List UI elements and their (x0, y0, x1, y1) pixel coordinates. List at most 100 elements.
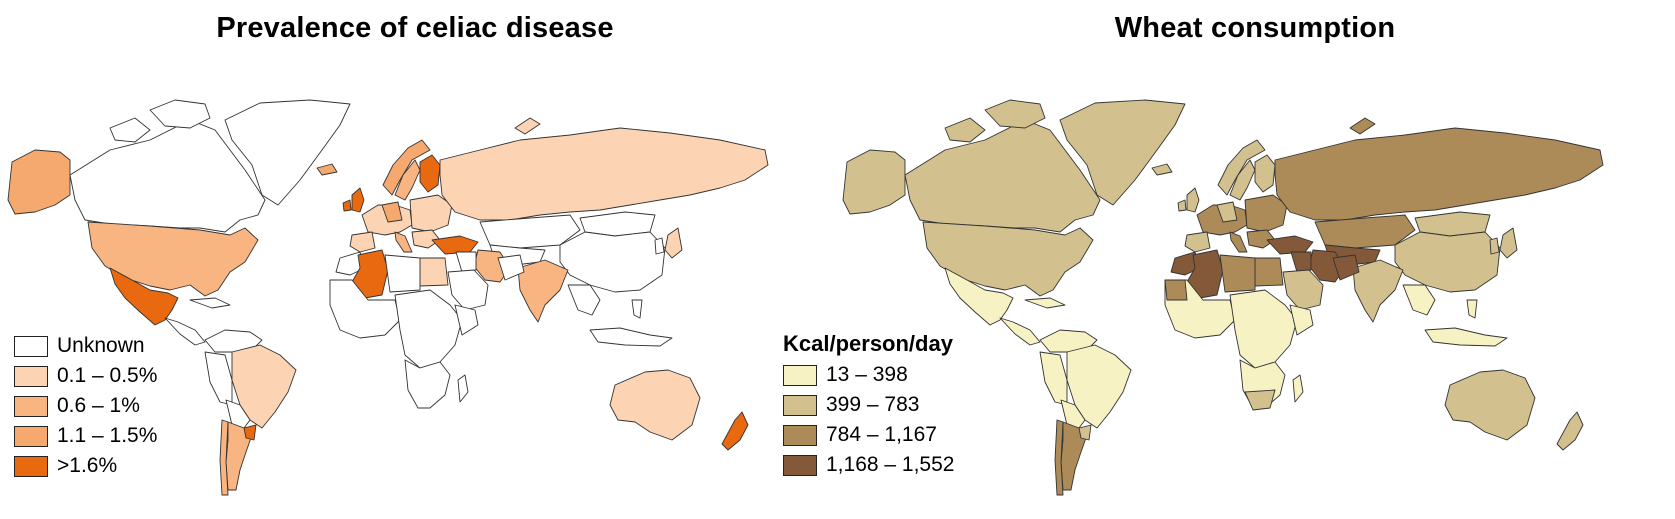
celiac-legend-item-over-1-6: >1.6% (14, 451, 157, 481)
legend-swatch (783, 454, 817, 476)
region-brazil (1066, 344, 1132, 429)
region-horn-of-africa (1289, 304, 1314, 336)
region-italy (394, 231, 413, 253)
region-usa (922, 221, 1094, 297)
region-iceland (1151, 163, 1173, 176)
region-spain (1184, 231, 1211, 253)
legend-label: 0.6 – 1% (57, 394, 140, 417)
wheat-legend-item-784-1167: 784 – 1,167 (783, 420, 954, 450)
region-peru-ecuador (1039, 351, 1068, 406)
region-uk (351, 187, 365, 213)
region-turkey (1266, 235, 1314, 255)
legend-label: 0.1 – 0.5% (57, 364, 158, 387)
region-arctic-islands-2 (944, 117, 986, 143)
region-pakistan-afghanistan (497, 254, 525, 281)
legend-label: 399 – 783 (826, 393, 920, 416)
region-china (559, 231, 666, 293)
legend-label: 1,168 – 1,552 (826, 453, 955, 476)
region-iraq-syria (1290, 251, 1312, 273)
region-spain (349, 231, 376, 253)
region-balkans (1246, 229, 1276, 249)
legend-swatch (14, 425, 48, 447)
region-eastern-europe (409, 194, 453, 233)
legend-swatch (14, 365, 48, 387)
region-algeria (351, 249, 389, 299)
region-chile (1054, 419, 1064, 496)
celiac-legend-item-0-6-1: 0.6 – 1% (14, 391, 157, 421)
region-arctic-islands (149, 99, 211, 129)
region-mexico (109, 267, 179, 326)
region-iraq-syria (455, 251, 477, 273)
region-norway (382, 139, 431, 196)
celiac-legend-item-unknown: Unknown (14, 331, 157, 361)
legend-label: 13 – 398 (826, 363, 908, 386)
region-arctic-islands (984, 99, 1046, 129)
region-india (517, 259, 569, 323)
region-philippines (1466, 299, 1478, 319)
region-pakistan-afghanistan (1332, 254, 1360, 281)
region-novaya-zemlya (1349, 117, 1376, 135)
region-caribbean (1024, 297, 1066, 309)
region-japan (664, 227, 683, 259)
wheat-map-title: Wheat consumption (1114, 12, 1396, 44)
region-philippines (631, 299, 643, 319)
region-libya-tunisia (1219, 254, 1256, 293)
region-uruguay (243, 424, 257, 441)
region-madagascar (1292, 374, 1304, 403)
region-finland (419, 154, 441, 193)
region-russia (439, 127, 769, 221)
region-indonesia (1424, 327, 1508, 347)
wheat-world-map (842, 99, 1604, 496)
region-korea (654, 237, 665, 255)
wheat-legend-item-399-783: 399 – 783 (783, 390, 954, 420)
region-peru-ecuador (204, 351, 233, 406)
region-australia (609, 369, 701, 441)
wheat-legend-title: Kcal/person/day (783, 331, 953, 356)
celiac-map-title: Prevalence of celiac disease (216, 12, 614, 44)
region-horn-of-africa (454, 304, 479, 336)
region-bolivia-paraguay (225, 399, 251, 429)
region-algeria (1186, 249, 1224, 299)
region-se-asia (1402, 284, 1436, 316)
region-southern-africa (404, 359, 451, 409)
wheat-consumption-map-panel: Wheat consumption (783, 0, 1675, 519)
region-iceland (316, 163, 338, 176)
legend-swatch (783, 424, 817, 446)
region-india (1352, 259, 1404, 323)
region-arctic-islands-2 (109, 117, 151, 143)
region-russia (1274, 127, 1604, 221)
region-ireland (342, 199, 352, 212)
wheat-legend: Kcal/person/day 13 – 398 399 – 783 784 –… (783, 331, 954, 480)
region-balkans (411, 229, 441, 249)
region-germany (1216, 201, 1238, 223)
legend-swatch (14, 395, 48, 417)
celiac-legend-item-1-1-1-5: 1.1 – 1.5% (14, 421, 157, 451)
region-finland (1254, 154, 1276, 193)
region-central-america (999, 317, 1041, 346)
celiac-world-map (7, 99, 769, 496)
region-bolivia-paraguay (1060, 399, 1086, 429)
region-greenland (224, 99, 351, 206)
region-mauritania (1164, 279, 1188, 301)
region-indonesia (589, 327, 673, 347)
region-central-africa (394, 289, 463, 369)
region-germany (381, 201, 403, 223)
legend-swatch (783, 364, 817, 386)
wheat-legend-item-1168-1552: 1,168 – 1,552 (783, 450, 954, 480)
legend-swatch (14, 335, 48, 357)
celiac-legend-item-0-1-0-5: 0.1 – 0.5% (14, 361, 157, 391)
region-alaska (842, 149, 906, 215)
region-korea (1489, 237, 1500, 255)
region-new-zealand (721, 411, 749, 451)
region-novaya-zemlya (514, 117, 541, 135)
region-libya-tunisia (384, 254, 421, 293)
region-italy (1229, 231, 1248, 253)
legend-label: 784 – 1,167 (826, 423, 937, 446)
region-west-africa (329, 279, 401, 339)
region-saudi-arabia (447, 269, 489, 311)
region-turkey (431, 235, 479, 255)
region-usa (87, 221, 259, 297)
region-chile (219, 419, 229, 496)
region-central-america (164, 317, 206, 346)
region-norway (1217, 139, 1266, 196)
